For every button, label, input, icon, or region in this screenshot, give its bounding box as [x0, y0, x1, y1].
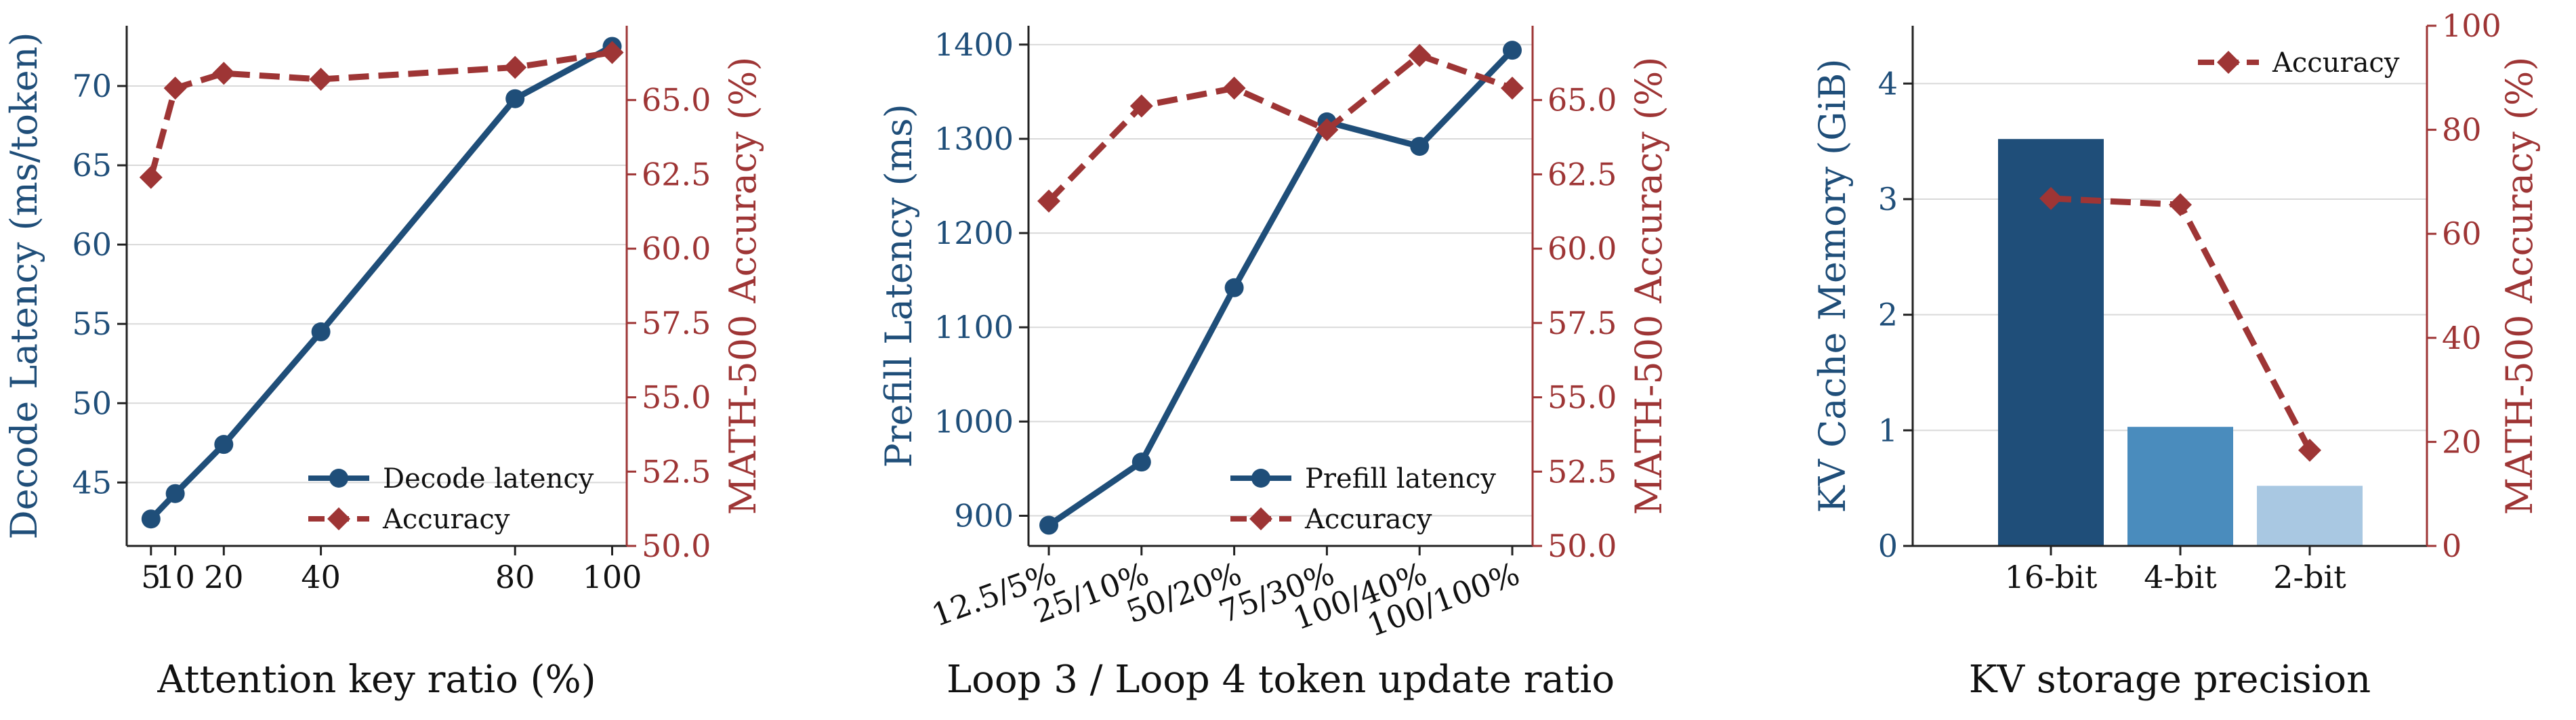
y-left-tick-label: 1300 [934, 121, 1014, 157]
y-left-tick-label: 0 [1878, 528, 1898, 564]
y-left-tick-label: 4 [1878, 65, 1898, 102]
y-right-axis-label: MATH-500 Accuracy (%) [2498, 57, 2541, 515]
y-right-tick-label: 60.0 [1547, 230, 1617, 267]
y-left-tick-label: 1000 [934, 403, 1014, 440]
legend-label-prefill-latency: Prefill latency [1305, 463, 1496, 494]
decode-latency-point [505, 89, 525, 108]
y-right-tick-label: 55.0 [1547, 379, 1617, 416]
legend-swatch-marker [2217, 51, 2240, 74]
x-tick-label: 16-bit [2005, 559, 2098, 595]
y-left-axis-label: KV Cache Memory (GiB) [1811, 59, 1854, 513]
accuracy-point [1222, 77, 1246, 100]
bar-4-bit [2127, 427, 2233, 546]
accuracy-point [1129, 94, 1153, 118]
decode-latency-point [311, 322, 331, 341]
y-right-tick-label: 100 [2442, 7, 2501, 44]
y-right-tick-label: 50.0 [642, 528, 711, 564]
legend-label-decode-latency: Decode latency [383, 463, 594, 494]
bar-2-bit [2257, 486, 2363, 546]
accuracy-point [503, 56, 527, 79]
decode-latency-point [214, 435, 234, 454]
x-tick-label: 40 [301, 559, 341, 595]
prefill-latency-point [1131, 452, 1151, 472]
x-tick-label: 80 [495, 559, 535, 595]
x-tick-label: 100 [583, 559, 642, 595]
y-left-tick-label: 55 [72, 305, 112, 342]
legend-swatch-marker [329, 469, 348, 488]
legend-label-accuracy: Accuracy [382, 504, 510, 535]
y-left-tick-label: 1100 [934, 309, 1014, 345]
y-right-tick-label: 20 [2442, 423, 2482, 460]
accuracy-point [1037, 189, 1060, 213]
accuracy-point [1315, 118, 1339, 142]
prefill-latency-point [1224, 278, 1244, 297]
accuracy-line [148, 49, 613, 178]
legend-label-accuracy: Accuracy [1304, 504, 1432, 535]
y-left-axis-label: Prefill Latency (ms) [877, 104, 920, 467]
accuracy-point [1501, 77, 1524, 100]
y-left-tick-label: 70 [72, 68, 112, 104]
y-right-tick-label: 40 [2442, 320, 2482, 356]
prefill-latency-line [1047, 48, 1515, 528]
accuracy-point [212, 62, 236, 85]
x-axis-label: Attention key ratio (%) [157, 658, 596, 702]
y-right-tick-label: 0 [2442, 528, 2461, 564]
y-right-tick-label: 80 [2442, 112, 2482, 148]
accuracy-point [1408, 43, 1432, 67]
y-left-tick-label: 65 [72, 147, 112, 184]
x-tick-label: 5 [141, 559, 161, 595]
y-left-tick-label: 1200 [934, 215, 1014, 251]
y-right-tick-label: 65.0 [1547, 82, 1617, 119]
y-left-tick-label: 2 [1878, 297, 1898, 333]
legend-swatch-marker [327, 507, 350, 530]
y-right-tick-label: 52.5 [642, 453, 711, 490]
accuracy-point [163, 77, 187, 100]
y-left-tick-label: 1400 [934, 26, 1014, 63]
x-tick-label: 10 [155, 559, 195, 595]
y-left-tick-label: 3 [1878, 181, 1898, 217]
y-right-tick-label: 62.5 [642, 156, 711, 192]
y-left-tick-label: 50 [72, 385, 112, 421]
y-right-tick-label: 50.0 [1547, 528, 1617, 564]
y-right-tick-label: 65.0 [642, 82, 711, 119]
decode-latency-point [141, 509, 161, 529]
accuracy-point [600, 41, 624, 64]
x-axis-label: Loop 3 / Loop 4 token update ratio [947, 658, 1615, 702]
accuracy-line [1046, 52, 1514, 204]
accuracy-point [2039, 186, 2062, 210]
y-right-tick-label: 62.5 [1547, 156, 1617, 192]
accuracy-point [2169, 193, 2192, 217]
accuracy-point [2298, 438, 2321, 462]
y-right-tick-label: 52.5 [1547, 453, 1617, 490]
x-tick-label: 4-bit [2144, 559, 2217, 595]
y-left-tick-label: 45 [72, 464, 112, 501]
prefill-latency-point [1503, 41, 1522, 60]
legend-label-accuracy: Accuracy [2272, 47, 2400, 79]
y-right-tick-label: 60.0 [642, 230, 711, 267]
y-left-tick-label: 1 [1878, 412, 1898, 448]
y-right-tick-label: 60 [2442, 215, 2482, 252]
y-left-axis-label: Decode Latency (ms/token) [3, 32, 45, 539]
y-right-axis-label: MATH-500 Accuracy (%) [722, 57, 764, 515]
prefill-latency-point [1410, 137, 1430, 156]
y-right-tick-label: 57.5 [642, 305, 711, 341]
legend-swatch-marker [1249, 507, 1272, 530]
prefill-latency-point [1039, 515, 1058, 535]
x-axis-label: KV storage precision [1969, 658, 2371, 702]
x-tick-label: 2-bit [2273, 559, 2346, 595]
x-tick-label: 20 [204, 559, 244, 595]
chart-token-update-ratio: 900 1000 1100 1200 1300 1400 50.0 52.5 55.0 57.5 6… [877, 26, 1670, 702]
y-right-tick-label: 55.0 [642, 379, 711, 416]
y-left-tick-label: 900 [954, 497, 1014, 534]
legend-swatch-marker [1251, 469, 1270, 488]
y-left-tick-label: 60 [72, 226, 112, 263]
y-right-tick-label: 57.5 [1547, 305, 1617, 341]
y-right-axis-label: MATH-500 Accuracy (%) [1627, 57, 1670, 515]
chart-attention-key-ratio: 45 50 55 60 65 70 50.0 52.5 55.0 57.5 60.0 62.5 65.0… [3, 26, 764, 702]
decode-latency-point [165, 484, 185, 503]
accuracy-point [309, 67, 333, 91]
accuracy-point [139, 165, 163, 189]
